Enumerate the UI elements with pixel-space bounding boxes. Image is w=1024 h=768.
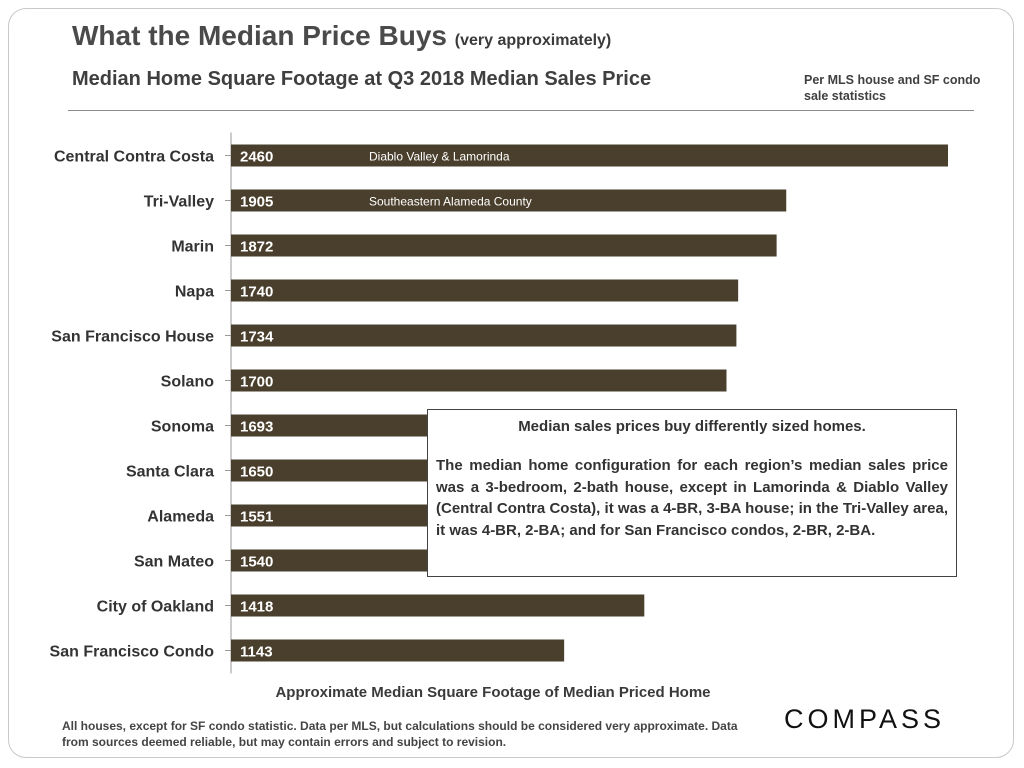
bar: [231, 279, 739, 302]
bar: [231, 324, 737, 347]
bar-annotation: Diablo Valley & Lamorinda: [369, 150, 510, 164]
footnote: All houses, except for SF condo statisti…: [62, 719, 738, 749]
value-label: 1693: [240, 419, 273, 436]
category-label: Central Contra Costa: [54, 149, 214, 166]
bar: [231, 189, 787, 212]
source-note: Per MLS house and SF condo sale statisti…: [804, 73, 981, 103]
value-label: 1650: [240, 464, 273, 481]
category-label: Alameda: [147, 509, 214, 526]
value-label: 1143: [240, 644, 273, 661]
value-label: 1700: [240, 374, 273, 391]
callout-box: Median sales prices buy differently size…: [427, 409, 957, 577]
bar: [231, 234, 777, 257]
bar: [231, 594, 645, 617]
value-label: 2460: [240, 149, 273, 166]
value-label: 1418: [240, 599, 273, 616]
category-label: San Mateo: [134, 554, 214, 571]
category-label: Solano: [161, 374, 215, 391]
compass-logo: COMPASS: [784, 704, 946, 734]
category-label: San Francisco House: [51, 329, 214, 346]
value-label: 1540: [240, 554, 273, 571]
category-label: San Francisco Condo: [50, 644, 215, 661]
value-label: 1740: [240, 284, 273, 301]
category-label: Sonoma: [151, 419, 214, 436]
value-label: 1905: [240, 194, 273, 211]
category-label: City of Oakland: [97, 599, 214, 616]
category-label: Santa Clara: [126, 464, 214, 481]
chart-subtitle: Median Home Square Footage at Q3 2018 Me…: [72, 68, 652, 90]
value-label: 1734: [240, 329, 274, 346]
page-title: What the Median Price Buys (very approxi…: [72, 20, 611, 52]
value-label: 1551: [240, 509, 273, 526]
callout-title: Median sales prices buy differently size…: [518, 418, 866, 435]
x-axis-title: Approximate Median Square Footage of Med…: [275, 684, 711, 701]
bar: [231, 639, 565, 662]
title-main: What the Median Price Buys: [72, 20, 447, 51]
category-label: Tri-Valley: [144, 194, 214, 211]
category-label: Marin: [171, 239, 214, 256]
callout-body: The median home configuration for each r…: [436, 457, 948, 539]
bar: [231, 144, 948, 167]
category-label: Napa: [175, 284, 214, 301]
bar-annotation: Southeastern Alameda County: [369, 195, 532, 209]
header-divider: [68, 110, 974, 111]
value-label: 1872: [240, 239, 273, 256]
bar: [231, 369, 727, 392]
title-qualifier: (very approximately): [454, 32, 612, 49]
